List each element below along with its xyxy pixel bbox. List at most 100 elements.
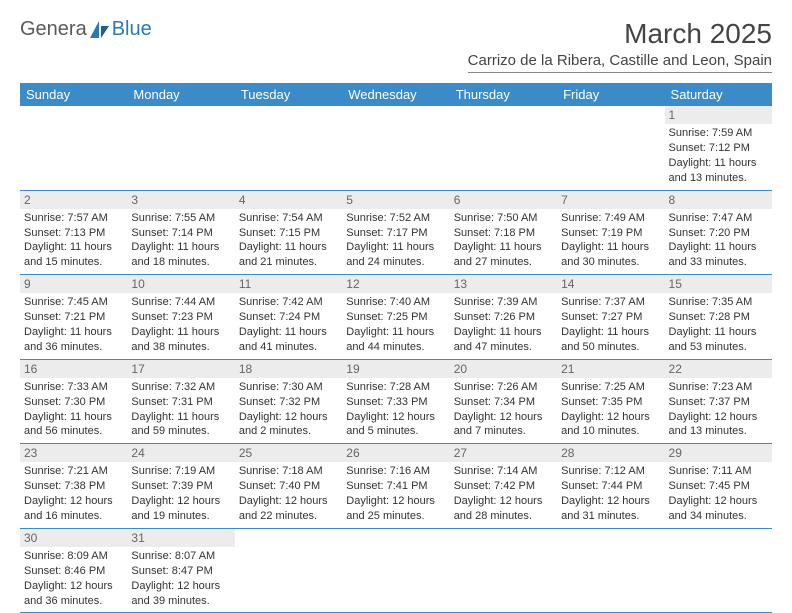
- day-number: 16: [20, 360, 127, 378]
- sunrise-line: Sunrise: 7:40 AM: [346, 295, 445, 310]
- day-number: 14: [557, 275, 664, 293]
- sunrise-line: Sunrise: 7:16 AM: [346, 464, 445, 479]
- day-number: 25: [235, 444, 342, 462]
- day-number: 20: [450, 360, 557, 378]
- sunrise-line: Sunrise: 7:30 AM: [239, 380, 338, 395]
- daylight-line: Daylight: 12 hours and 34 minutes.: [669, 494, 768, 524]
- sunset-line: Sunset: 7:24 PM: [239, 310, 338, 325]
- sunset-line: Sunset: 8:47 PM: [131, 564, 230, 579]
- calendar-cell: 24Sunrise: 7:19 AMSunset: 7:39 PMDayligh…: [127, 444, 234, 529]
- day-number: 15: [665, 275, 772, 293]
- day-number: 2: [20, 191, 127, 209]
- daylight-line: Daylight: 11 hours and 56 minutes.: [24, 410, 123, 440]
- daylight-line: Daylight: 12 hours and 28 minutes.: [454, 494, 553, 524]
- calendar-cell: 27Sunrise: 7:14 AMSunset: 7:42 PMDayligh…: [450, 444, 557, 529]
- daylight-line: Daylight: 12 hours and 31 minutes.: [561, 494, 660, 524]
- sunrise-line: Sunrise: 7:32 AM: [131, 380, 230, 395]
- sunrise-line: Sunrise: 8:09 AM: [24, 549, 123, 564]
- calendar-row: 16Sunrise: 7:33 AMSunset: 7:30 PMDayligh…: [20, 359, 772, 444]
- logo-sail-icon: [89, 20, 111, 40]
- calendar-cell: 6Sunrise: 7:50 AMSunset: 7:18 PMDaylight…: [450, 190, 557, 275]
- day-number: 5: [342, 191, 449, 209]
- day-number: 8: [665, 191, 772, 209]
- day-number: 10: [127, 275, 234, 293]
- daylight-line: Daylight: 11 hours and 53 minutes.: [669, 325, 768, 355]
- calendar-cell: 19Sunrise: 7:28 AMSunset: 7:33 PMDayligh…: [342, 359, 449, 444]
- calendar-cell: 20Sunrise: 7:26 AMSunset: 7:34 PMDayligh…: [450, 359, 557, 444]
- daylight-line: Daylight: 11 hours and 21 minutes.: [239, 240, 338, 270]
- sunset-line: Sunset: 7:45 PM: [669, 479, 768, 494]
- calendar-row: 23Sunrise: 7:21 AMSunset: 7:38 PMDayligh…: [20, 444, 772, 529]
- calendar-cell: 17Sunrise: 7:32 AMSunset: 7:31 PMDayligh…: [127, 359, 234, 444]
- sunset-line: Sunset: 7:14 PM: [131, 226, 230, 241]
- calendar-cell: 30Sunrise: 8:09 AMSunset: 8:46 PMDayligh…: [20, 528, 127, 613]
- calendar-cell: 23Sunrise: 7:21 AMSunset: 7:38 PMDayligh…: [20, 444, 127, 529]
- day-number: 26: [342, 444, 449, 462]
- calendar-table: SundayMondayTuesdayWednesdayThursdayFrid…: [20, 83, 772, 613]
- sunrise-line: Sunrise: 7:11 AM: [669, 464, 768, 479]
- calendar-cell: [342, 528, 449, 613]
- calendar-cell: 26Sunrise: 7:16 AMSunset: 7:41 PMDayligh…: [342, 444, 449, 529]
- column-header: Wednesday: [342, 83, 449, 106]
- daylight-line: Daylight: 11 hours and 33 minutes.: [669, 240, 768, 270]
- title-block: March 2025 Carrizo de la Ribera, Castill…: [468, 18, 772, 79]
- day-number: 7: [557, 191, 664, 209]
- logo-text-1: Genera: [20, 18, 87, 41]
- empty-day: [557, 106, 664, 124]
- calendar-cell: [665, 528, 772, 613]
- sunrise-line: Sunrise: 7:49 AM: [561, 211, 660, 226]
- day-number: 9: [20, 275, 127, 293]
- daylight-line: Daylight: 11 hours and 27 minutes.: [454, 240, 553, 270]
- calendar-cell: 9Sunrise: 7:45 AMSunset: 7:21 PMDaylight…: [20, 275, 127, 360]
- sunset-line: Sunset: 7:38 PM: [24, 479, 123, 494]
- sunset-line: Sunset: 7:23 PM: [131, 310, 230, 325]
- sunrise-line: Sunrise: 7:18 AM: [239, 464, 338, 479]
- day-number: 13: [450, 275, 557, 293]
- sunrise-line: Sunrise: 7:52 AM: [346, 211, 445, 226]
- sunrise-line: Sunrise: 7:25 AM: [561, 380, 660, 395]
- day-number: 24: [127, 444, 234, 462]
- sunset-line: Sunset: 7:26 PM: [454, 310, 553, 325]
- empty-day: [342, 529, 449, 547]
- sunset-line: Sunset: 7:32 PM: [239, 395, 338, 410]
- sunrise-line: Sunrise: 7:19 AM: [131, 464, 230, 479]
- daylight-line: Daylight: 12 hours and 36 minutes.: [24, 579, 123, 609]
- sunset-line: Sunset: 7:18 PM: [454, 226, 553, 241]
- sunrise-line: Sunrise: 7:47 AM: [669, 211, 768, 226]
- daylight-line: Daylight: 11 hours and 50 minutes.: [561, 325, 660, 355]
- sunrise-line: Sunrise: 8:07 AM: [131, 549, 230, 564]
- calendar-cell: 8Sunrise: 7:47 AMSunset: 7:20 PMDaylight…: [665, 190, 772, 275]
- calendar-row: 9Sunrise: 7:45 AMSunset: 7:21 PMDaylight…: [20, 275, 772, 360]
- sunrise-line: Sunrise: 7:54 AM: [239, 211, 338, 226]
- calendar-cell: 22Sunrise: 7:23 AMSunset: 7:37 PMDayligh…: [665, 359, 772, 444]
- sunset-line: Sunset: 7:37 PM: [669, 395, 768, 410]
- calendar-head: SundayMondayTuesdayWednesdayThursdayFrid…: [20, 83, 772, 106]
- sunrise-line: Sunrise: 7:59 AM: [669, 126, 768, 141]
- calendar-row: 1Sunrise: 7:59 AMSunset: 7:12 PMDaylight…: [20, 106, 772, 190]
- empty-day: [235, 106, 342, 124]
- calendar-cell: [450, 528, 557, 613]
- day-number: 18: [235, 360, 342, 378]
- column-header: Friday: [557, 83, 664, 106]
- sunset-line: Sunset: 7:34 PM: [454, 395, 553, 410]
- sunrise-line: Sunrise: 7:14 AM: [454, 464, 553, 479]
- calendar-cell: 13Sunrise: 7:39 AMSunset: 7:26 PMDayligh…: [450, 275, 557, 360]
- calendar-cell: 1Sunrise: 7:59 AMSunset: 7:12 PMDaylight…: [665, 106, 772, 190]
- sunrise-line: Sunrise: 7:45 AM: [24, 295, 123, 310]
- daylight-line: Daylight: 11 hours and 30 minutes.: [561, 240, 660, 270]
- sunset-line: Sunset: 7:25 PM: [346, 310, 445, 325]
- day-number: 1: [665, 106, 772, 124]
- empty-day: [342, 106, 449, 124]
- daylight-line: Daylight: 12 hours and 5 minutes.: [346, 410, 445, 440]
- calendar-cell: 7Sunrise: 7:49 AMSunset: 7:19 PMDaylight…: [557, 190, 664, 275]
- sunrise-line: Sunrise: 7:57 AM: [24, 211, 123, 226]
- daylight-line: Daylight: 12 hours and 25 minutes.: [346, 494, 445, 524]
- day-number: 4: [235, 191, 342, 209]
- empty-day: [127, 106, 234, 124]
- sunset-line: Sunset: 8:46 PM: [24, 564, 123, 579]
- empty-day: [20, 106, 127, 124]
- day-number: 17: [127, 360, 234, 378]
- sunrise-line: Sunrise: 7:35 AM: [669, 295, 768, 310]
- calendar-cell: [342, 106, 449, 190]
- sunset-line: Sunset: 7:33 PM: [346, 395, 445, 410]
